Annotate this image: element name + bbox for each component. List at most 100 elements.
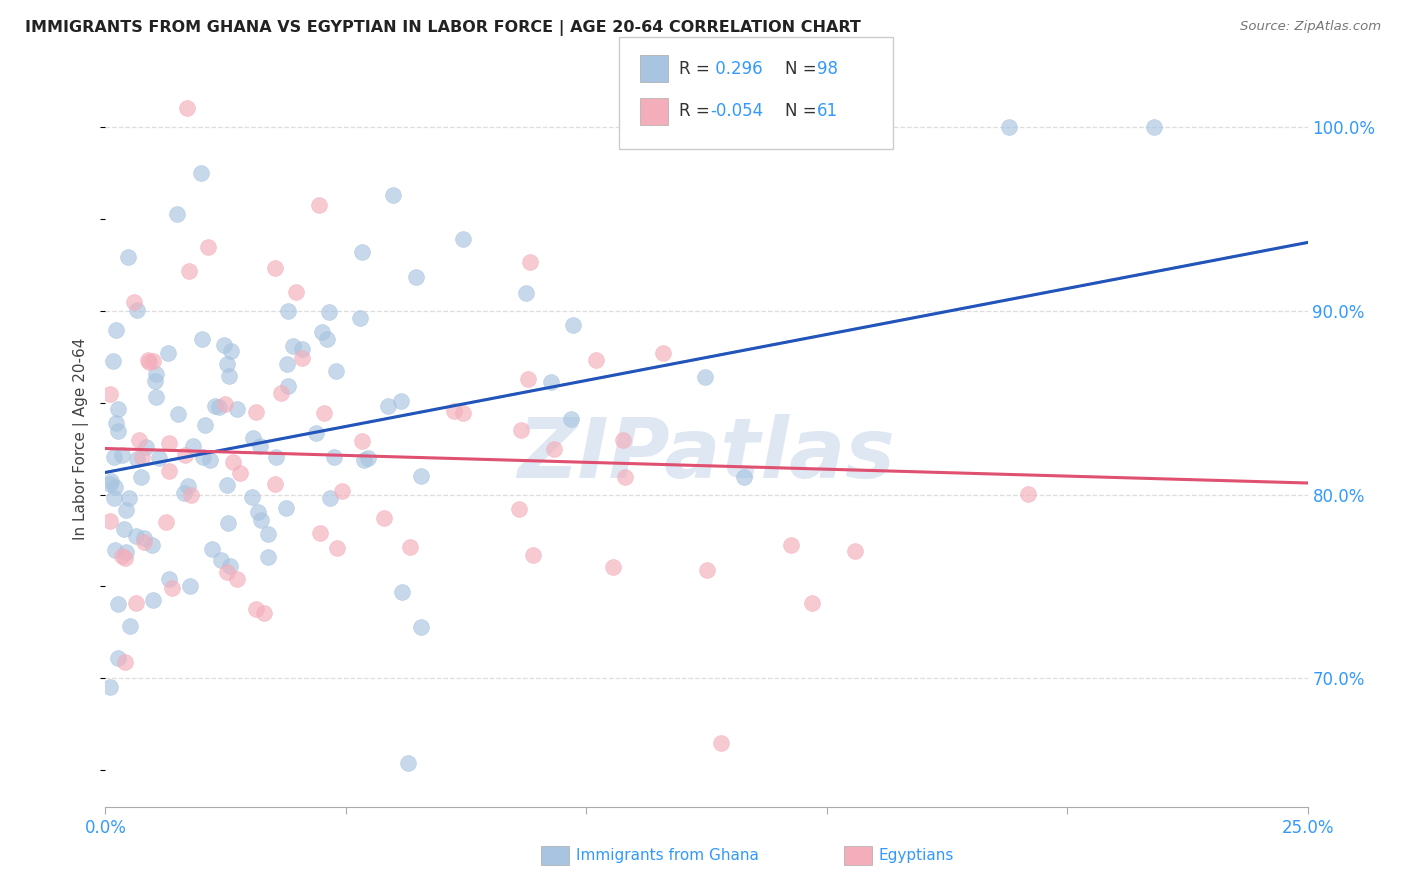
Point (277, 303, 299, 318)
Point (377, 399, 399, 413)
Point (349, 311, 371, 326)
Point (179, 579, 201, 593)
Point (112, 522, 135, 536)
Text: R =: R = (679, 103, 716, 120)
Point (114, 655, 136, 669)
Point (240, 490, 263, 504)
Point (142, 354, 165, 368)
Point (409, 620, 432, 634)
Point (308, 525, 330, 540)
Point (1017, 487, 1039, 501)
Point (291, 343, 314, 357)
Point (800, 596, 823, 610)
Point (602, 560, 624, 574)
Point (290, 351, 312, 366)
Y-axis label: In Labor Force | Age 20-64: In Labor Force | Age 20-64 (73, 338, 90, 541)
Point (517, 371, 540, 385)
Point (519, 255, 541, 269)
Point (311, 326, 333, 340)
Point (215, 565, 238, 579)
Point (585, 353, 607, 368)
Point (111, 549, 134, 564)
Point (148, 450, 170, 465)
Point (316, 333, 339, 347)
Point (209, 553, 232, 567)
Point (998, 120, 1021, 134)
Point (218, 369, 240, 384)
Point (115, 502, 138, 516)
Point (326, 541, 349, 555)
Point (515, 285, 537, 300)
Text: Immigrants from Ghana: Immigrants from Ghana (576, 848, 759, 863)
Point (101, 353, 124, 368)
Point (245, 405, 267, 419)
Point (264, 260, 287, 275)
Text: Source: ZipAtlas.com: Source: ZipAtlas.com (1240, 20, 1381, 33)
Point (107, 597, 129, 611)
Point (246, 505, 269, 519)
Point (560, 412, 582, 426)
Point (405, 269, 427, 284)
Point (710, 736, 733, 750)
Point (127, 303, 149, 318)
Point (142, 593, 165, 607)
Point (264, 450, 287, 464)
Point (257, 550, 280, 565)
Point (249, 513, 271, 527)
Point (173, 485, 195, 500)
Point (200, 541, 222, 556)
Point (614, 470, 637, 484)
Point (190, 166, 212, 180)
Point (373, 511, 395, 525)
Point (277, 378, 299, 392)
Point (652, 346, 675, 360)
Point (131, 450, 153, 464)
Point (104, 323, 127, 337)
Point (543, 442, 565, 457)
Point (132, 535, 155, 549)
Point (118, 491, 141, 506)
Point (391, 585, 413, 599)
Point (398, 541, 420, 555)
Point (325, 364, 347, 378)
Point (125, 529, 148, 543)
Point (98, 681, 121, 695)
Point (389, 394, 412, 409)
Point (256, 526, 278, 541)
Point (323, 450, 346, 465)
Point (276, 357, 298, 371)
Point (155, 516, 177, 530)
Point (134, 531, 156, 545)
Point (396, 756, 419, 770)
Point (157, 572, 180, 586)
Point (198, 452, 221, 467)
Point (114, 550, 136, 565)
Point (451, 232, 474, 246)
Text: -0.054: -0.054 (710, 103, 763, 120)
Point (125, 596, 148, 610)
Point (204, 399, 226, 413)
Point (229, 466, 252, 480)
Point (411, 469, 433, 483)
Point (540, 375, 562, 389)
Point (696, 563, 718, 577)
Point (844, 544, 866, 558)
Point (382, 187, 405, 202)
Point (107, 651, 129, 665)
Point (136, 353, 159, 368)
Point (352, 245, 374, 260)
Point (219, 559, 242, 574)
Point (219, 343, 242, 358)
Point (180, 488, 202, 502)
Point (120, 619, 142, 633)
Point (128, 434, 150, 448)
Point (157, 464, 180, 478)
Point (217, 357, 239, 371)
Point (214, 337, 236, 351)
Point (103, 491, 125, 506)
Point (104, 480, 127, 494)
Point (197, 240, 219, 254)
Text: Egyptians: Egyptians (879, 848, 955, 863)
Point (308, 198, 330, 212)
Point (214, 396, 236, 410)
